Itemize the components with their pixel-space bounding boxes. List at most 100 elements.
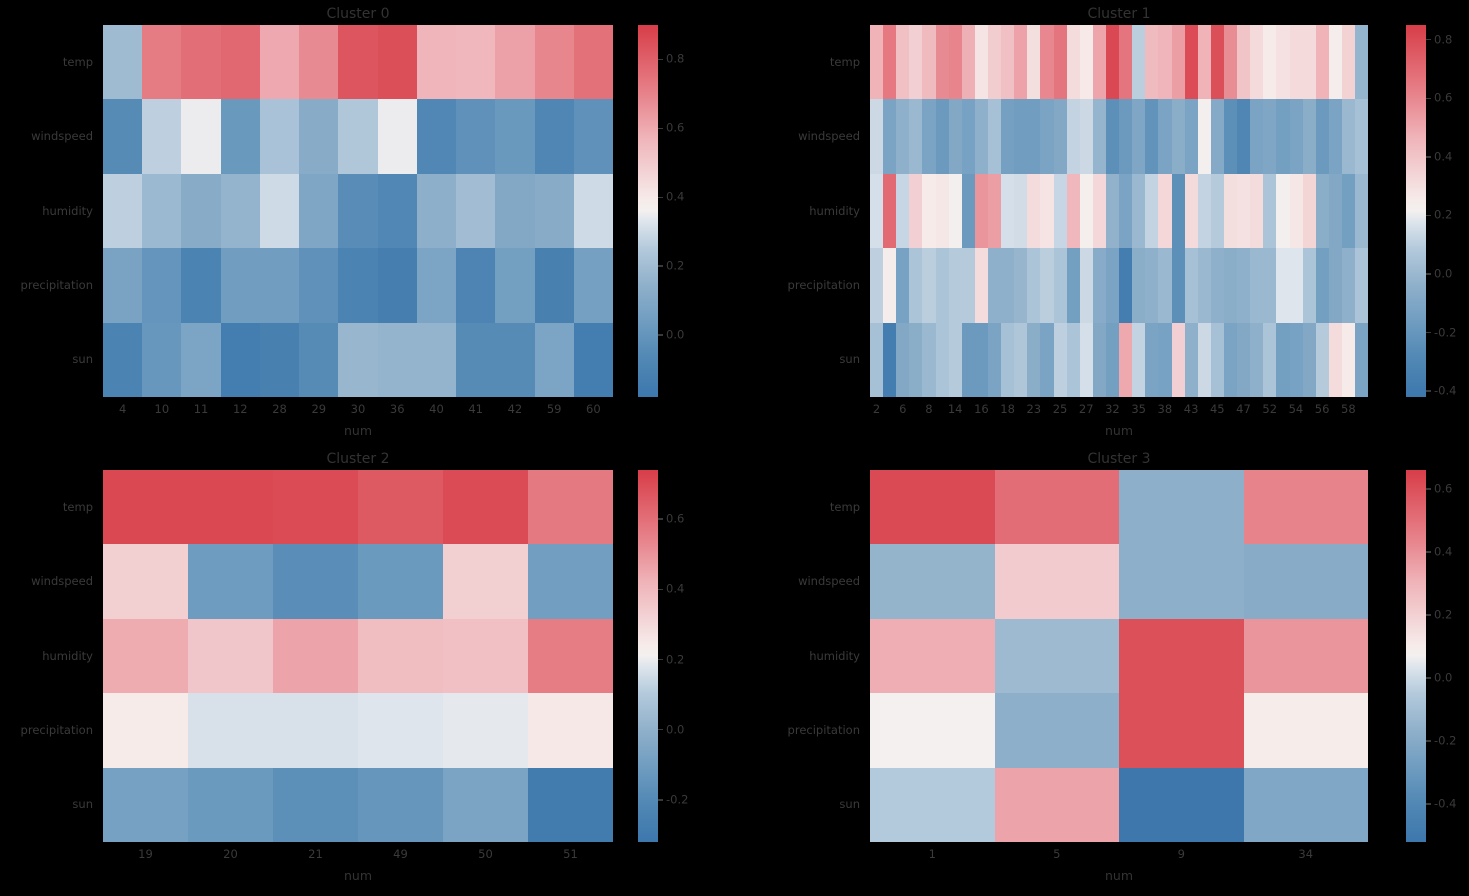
- heatmap-grid: [103, 470, 613, 843]
- heatmap-cell: [495, 25, 535, 100]
- heatmap-cell: [961, 173, 975, 249]
- heatmap-cell: [299, 322, 339, 398]
- heatmap-cell: [528, 767, 613, 843]
- y-tick-label: windspeed: [798, 129, 860, 144]
- colorbar-tick-mark: [1426, 390, 1431, 392]
- heatmap-cell: [883, 173, 897, 249]
- heatmap-cell: [1171, 99, 1185, 174]
- x-tick-label: 14: [947, 402, 963, 416]
- heatmap-cell: [974, 25, 988, 100]
- colorbar-tick-label: -0.4: [1434, 383, 1457, 398]
- heatmap-cell: [1040, 322, 1054, 398]
- heatmap-cell: [103, 322, 143, 398]
- colorbar-tick-label: 0.6: [1434, 481, 1453, 496]
- colorbar: [1406, 25, 1426, 397]
- heatmap-cell: [416, 322, 457, 398]
- heatmap-cell: [456, 25, 496, 100]
- heatmap-cell: [358, 693, 443, 768]
- colorbar-tick-mark: [1426, 488, 1431, 490]
- x-axis-label: num: [343, 423, 373, 438]
- x-tick-label: 23: [1026, 402, 1042, 416]
- heatmap-row-humidity: [870, 618, 1368, 694]
- heatmap-cell: [1355, 99, 1369, 174]
- heatmap-cell: [922, 99, 936, 174]
- heatmap-cell: [1145, 322, 1159, 398]
- colorbar-tick-label: 0.6: [666, 511, 685, 526]
- heatmap-cell: [1001, 248, 1015, 323]
- heatmap-cell: [1132, 173, 1146, 249]
- heatmap-cell: [896, 322, 910, 398]
- heatmap-cell: [1001, 173, 1015, 249]
- y-tick-label: sun: [839, 797, 860, 812]
- x-tick-label: 4: [118, 402, 127, 416]
- heatmap-cell: [1302, 248, 1316, 323]
- colorbar-tick-mark: [1426, 156, 1431, 158]
- heatmap-cell: [1328, 99, 1342, 174]
- heatmap-cell: [948, 25, 962, 100]
- y-tick-label: temp: [62, 54, 93, 69]
- colorbar-tick-mark: [1426, 38, 1431, 41]
- heatmap-cell: [935, 248, 949, 323]
- heatmap-cell: [220, 248, 260, 323]
- heatmap-cell: [181, 173, 221, 249]
- heatmap-cell: [1066, 248, 1080, 323]
- heatmap-cell: [1066, 99, 1080, 174]
- heatmap-cell: [1119, 99, 1133, 174]
- x-tick-label: 43: [1183, 402, 1199, 416]
- y-tick-label: windspeed: [798, 574, 860, 589]
- heatmap-cell: [1079, 322, 1093, 398]
- heatmap-cell: [1315, 248, 1329, 323]
- plot-title: Cluster 3: [1087, 451, 1151, 467]
- y-tick-label: windspeed: [31, 129, 93, 144]
- heatmap-cell: [495, 99, 535, 174]
- heatmap-cell: [1328, 248, 1342, 323]
- heatmap-cell: [1079, 25, 1093, 100]
- heatmap-cell: [1027, 99, 1041, 174]
- heatmap-cell: [909, 322, 923, 398]
- colorbar-tick-mark: [1426, 677, 1431, 679]
- heatmap-row-precipitation: [103, 248, 614, 323]
- x-tick-label: 9: [1177, 847, 1185, 861]
- heatmap-cell: [142, 248, 182, 323]
- x-tick-label: 35: [1131, 402, 1146, 416]
- colorbar-tick-label: 0.6: [666, 120, 685, 135]
- heatmap-cell: [883, 248, 897, 323]
- heatmap-row-humidity: [103, 618, 613, 694]
- heatmap-cell: [1289, 173, 1303, 249]
- x-tick-label: 29: [311, 402, 327, 416]
- heatmap-cell: [142, 173, 182, 249]
- heatmap-cell: [259, 322, 300, 398]
- heatmap-cell: [1328, 173, 1342, 249]
- heatmap-cell: [1040, 173, 1054, 249]
- heatmap-cell: [1014, 248, 1028, 323]
- x-axis-label: num: [343, 868, 373, 883]
- y-tick-label: temp: [829, 54, 860, 69]
- heatmap-cell: [534, 248, 574, 323]
- heatmap-cell: [1053, 322, 1067, 398]
- heatmap-cell: [1276, 248, 1290, 323]
- heatmap-cell: [1210, 173, 1224, 249]
- heatmap-cell: [1276, 99, 1290, 174]
- heatmap-row-precipitation: [103, 693, 613, 768]
- heatmap-cell: [1119, 767, 1244, 843]
- heatmap-cell: [994, 470, 1119, 545]
- heatmap-cell: [1119, 248, 1133, 323]
- x-tick-label: 21: [308, 847, 323, 861]
- heatmap-cell: [1119, 544, 1244, 619]
- colorbar-tick-mark: [658, 588, 663, 590]
- heatmap-cell: [870, 99, 884, 174]
- heatmap-cell: [948, 322, 962, 398]
- heatmap-cell: [1105, 99, 1120, 174]
- heatmap-cell: [1223, 25, 1238, 100]
- colorbar-tick-label: -0.2: [1434, 325, 1457, 340]
- heatmap-cell: [181, 322, 221, 398]
- heatmap-cell: [1145, 25, 1159, 100]
- heatmap-cell: [534, 99, 574, 174]
- colorbar-tick-mark: [658, 728, 663, 731]
- heatmap-cell: [870, 173, 884, 249]
- heatmap-cell: [416, 25, 457, 100]
- heatmap-cell: [1066, 322, 1080, 398]
